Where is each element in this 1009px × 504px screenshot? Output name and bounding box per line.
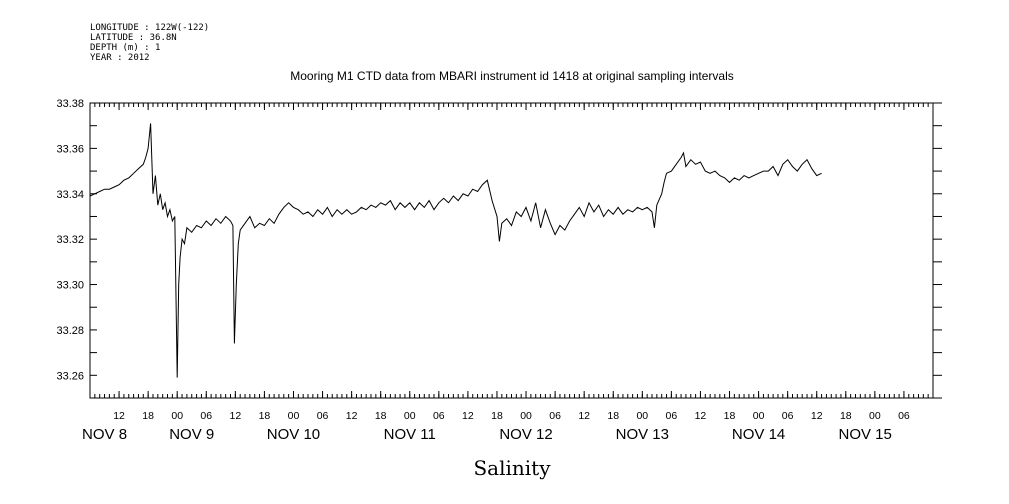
x-day-label: NOV 15 (838, 426, 891, 443)
x-day-label: NOV 11 (384, 426, 436, 443)
x-day-label: NOV 13 (616, 426, 669, 443)
x-hour-label: 12 (113, 410, 125, 422)
x-hour-label: 06 (898, 410, 910, 422)
x-hour-label: 00 (636, 410, 648, 422)
x-axis-label: Salinity (473, 456, 551, 480)
plot-frame (89, 102, 934, 399)
salinity-series-line (89, 123, 822, 378)
y-tick-label: 33.26 (56, 370, 84, 382)
x-hour-label: 18 (840, 410, 852, 422)
year-label: YEAR : 2012 (90, 53, 150, 63)
y-tick-label: 33.34 (56, 189, 84, 201)
x-day-label: NOV 8 (82, 426, 127, 443)
x-hour-label: 06 (317, 410, 329, 422)
x-hour-label: 18 (491, 410, 503, 422)
y-tick-label: 33.38 (56, 98, 84, 110)
y-axis: 33.26 33.28 33.30 33.32 33.34 33.36 33.38 (56, 98, 942, 399)
chart-title: Mooring M1 CTD data from MBARI instrumen… (290, 69, 734, 83)
y-tick-label: 33.32 (56, 234, 84, 246)
x-hour-label: 12 (695, 410, 707, 422)
x-hour-label: 06 (666, 410, 678, 422)
latitude-label: LATITUDE : 36.8N (90, 33, 177, 43)
x-day-label: NOV 14 (732, 426, 785, 443)
depth-label: DEPTH (m) : 1 (90, 43, 160, 53)
x-hour-label: 18 (607, 410, 619, 422)
x-hour-label: 12 (346, 410, 358, 422)
x-day-label: NOV 10 (267, 426, 320, 443)
x-hour-label: 06 (433, 410, 445, 422)
x-day-label: NOV 12 (499, 426, 552, 443)
x-hour-label: 12 (230, 410, 242, 422)
x-hour-label: 06 (549, 410, 561, 422)
x-hour-label: 00 (288, 410, 300, 422)
x-hour-label: 12 (811, 410, 823, 422)
y-tick-label: 33.36 (56, 143, 84, 155)
x-hour-label: 06 (200, 410, 212, 422)
x-axis: 12 18 00 06 12 18 00 06 12 18 00 06 12 18 00 06 12 18 00 06… (82, 103, 910, 443)
x-hour-label: 00 (520, 410, 532, 422)
x-hour-label: 18 (142, 410, 154, 422)
x-hour-label: 12 (578, 410, 590, 422)
longitude-label: LONGITUDE : 122W(-122) (90, 23, 209, 33)
y-tick-label: 33.30 (56, 280, 84, 292)
x-hour-label: 00 (171, 410, 183, 422)
x-hour-label: 06 (782, 410, 794, 422)
x-hour-label: 00 (869, 410, 881, 422)
x-hour-label: 18 (375, 410, 387, 422)
x-hour-label: 18 (724, 410, 736, 422)
x-hour-label: 18 (259, 410, 271, 422)
x-hour-label: 12 (462, 410, 474, 422)
x-day-label: NOV 9 (169, 426, 214, 443)
x-hour-label: 00 (753, 410, 765, 422)
y-tick-label: 33.28 (56, 325, 84, 337)
minor-ticks (89, 103, 934, 398)
x-hour-label: 00 (404, 410, 416, 422)
